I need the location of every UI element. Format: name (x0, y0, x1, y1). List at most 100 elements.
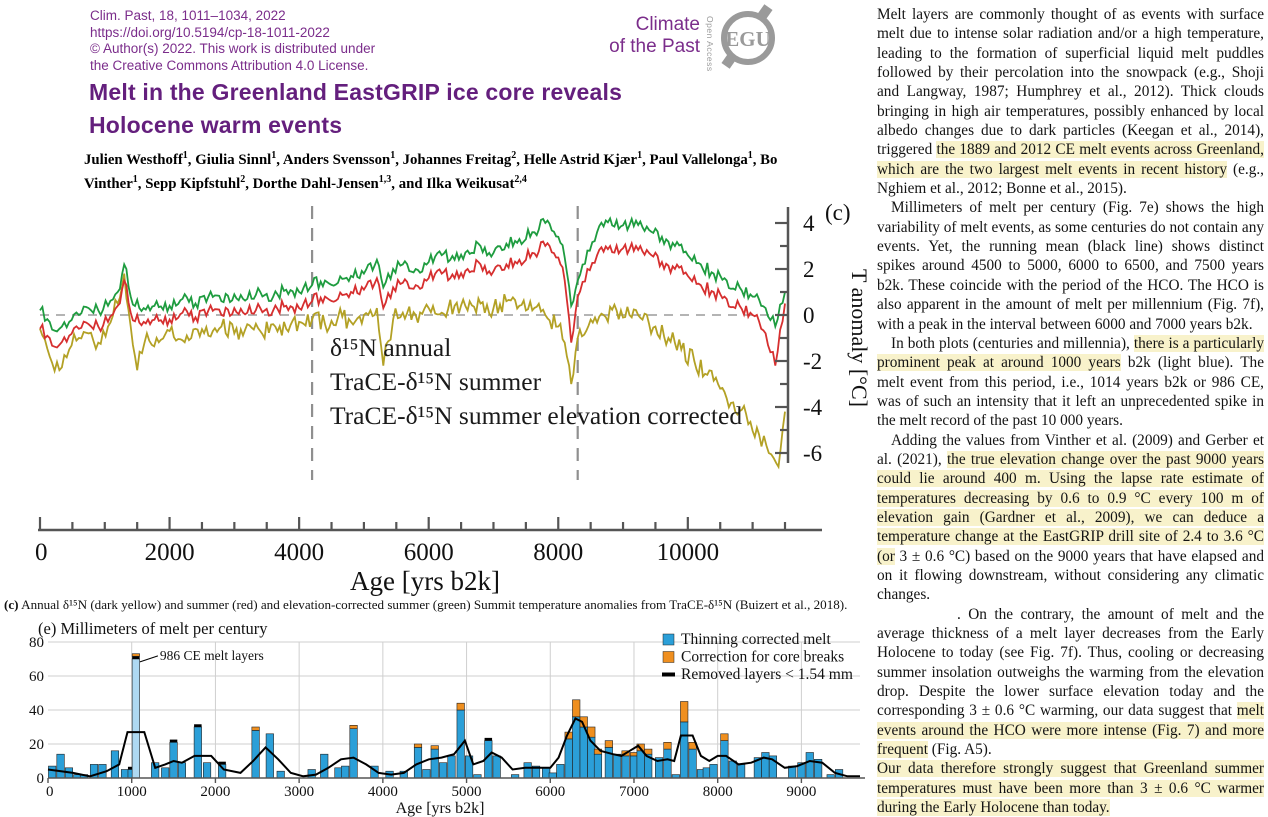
melt-bar-986ce (131, 658, 140, 779)
melt-bar (422, 769, 431, 779)
author: Anders Svensson1 (282, 150, 396, 168)
svg-text:10000: 10000 (657, 539, 720, 566)
author: Helle Astrid Kjær1 (523, 150, 643, 168)
melt-bar (709, 764, 718, 779)
svg-text:4: 4 (803, 211, 815, 236)
legend-entry: TraCE-δ¹⁵N summer (330, 367, 542, 396)
running-mean-line (47, 717, 860, 778)
melt-bar (523, 762, 532, 779)
melt-bar (265, 733, 274, 779)
author: Bo Vinther1 (84, 151, 778, 193)
melt-bar (636, 750, 645, 779)
melt-bar (161, 767, 170, 779)
svg-text:2: 2 (803, 257, 815, 282)
svg-text:1000: 1000 (117, 784, 147, 800)
legend-entry: Correction for core breaks (681, 649, 844, 666)
text-segment: Millimeters of melt per century (Fig. 7e… (877, 199, 1264, 333)
paragraph: Adding the values from Vinther et al. (2… (877, 431, 1264, 605)
caption-text: Annual δ¹⁵N (dark yellow) and summer (re… (21, 597, 848, 612)
melt-bar (439, 762, 448, 779)
svg-text:2000: 2000 (200, 784, 230, 800)
melt-bar (307, 769, 316, 779)
svg-text:-2: -2 (803, 349, 822, 374)
core-break-segment (663, 742, 672, 750)
paragraph: Our data therefore strongly suggest that… (877, 759, 1264, 817)
license-line-2: the Creative Commons Attribution 4.0 Lic… (90, 57, 369, 73)
melt-bar (572, 716, 581, 779)
melt-bar (542, 767, 551, 779)
text-segment: Melt layers are commonly thought of as e… (877, 6, 1264, 159)
melt-bar (276, 770, 285, 779)
melt-bar (593, 753, 603, 779)
melt-bar (621, 755, 630, 779)
svg-text:80: 80 (29, 635, 44, 651)
author: Giulia Sinnl1 (195, 150, 277, 168)
text-segment: 3 ± 0.6 °C) based on the 9000 years that… (877, 547, 1264, 604)
svg-text:60: 60 (29, 669, 44, 685)
author: and Ilka Weikusat2,4 (398, 174, 527, 193)
chart-title: (e) Millimeters of melt per century (38, 620, 268, 638)
temperature-anomaly-chart: 4 2 0 -2 -4 -6 (c) T anomaly [°C] 0 2000 4000 6000 8… (35, 200, 870, 596)
svg-text:5000: 5000 (452, 784, 482, 800)
melt-bar (702, 767, 711, 779)
melt-bar (48, 765, 57, 779)
melt-bar (688, 748, 697, 779)
x-axis-label: Age [yrs b2k] (350, 566, 500, 596)
text-segment: (e.g., Nghiem et al., 2012; Bonne et al.… (877, 160, 1264, 198)
journal-logo-text: Climate of the Past (560, 14, 700, 58)
core-break-segment (680, 701, 689, 723)
melt-bar (579, 726, 588, 779)
core-break-segment (720, 733, 729, 741)
core-break-segment (572, 699, 581, 718)
body-text-column: Melt layers are commonly thought of as e… (877, 5, 1264, 817)
melt-bar (663, 748, 672, 779)
author: Dorthe Dahl-Jensen1,3 (252, 174, 392, 193)
paragraph: . On the contrary, the amount of melt an… (877, 605, 1264, 760)
svg-text:0: 0 (46, 784, 54, 800)
svg-text:2000: 2000 (145, 539, 195, 566)
x-axis-label: Age [yrs b2k] (396, 800, 485, 817)
svg-text:40: 40 (29, 703, 44, 719)
y-axis-label: T anomaly [°C] (847, 269, 870, 407)
legend-swatch (662, 651, 675, 663)
author-list: Julien Westhoff1, Giulia Sinnl1, Anders … (84, 150, 778, 193)
title-line-1: Melt in the Greenland EastGRIP ice core … (89, 79, 623, 105)
core-break-segment (349, 725, 358, 730)
author: Johannes Freitag2 (402, 150, 517, 168)
core-break-segment (131, 653, 140, 657)
legend-entry: Thinning corrected melt (681, 631, 831, 648)
melt-bar (120, 769, 130, 779)
author: Paul Vallelonga1 (649, 150, 753, 168)
melt-bar (320, 753, 329, 779)
melt-bar (430, 748, 439, 779)
brand-line-1: Climate (635, 14, 700, 35)
series-line-green (39, 215, 786, 333)
brand-line-2: of the Past (609, 36, 700, 57)
svg-text:6000: 6000 (535, 784, 565, 800)
series-line-red (39, 240, 786, 366)
svg-text:8000: 8000 (703, 784, 733, 800)
license-line-1: © Author(s) 2022. This work is distribut… (90, 41, 376, 56)
title-line-2: Holocene warm events (89, 112, 343, 138)
legend-swatch (662, 633, 675, 646)
svg-text:8000: 8000 (533, 539, 583, 566)
legend-entry: δ¹⁵N annual (330, 333, 451, 362)
svg-text:6000: 6000 (404, 539, 454, 566)
melt-bar (728, 760, 737, 779)
core-break-segment (251, 726, 260, 731)
text-segment: (Fig. A5). (927, 741, 992, 759)
melt-bar (203, 762, 212, 779)
svg-text:3000: 3000 (284, 784, 314, 800)
melt-bar (341, 765, 350, 779)
melt-bar (193, 726, 202, 779)
annotation-text: 986 CE melt layers (160, 648, 264, 663)
journal-info: Clim. Past, 18, 1011–1034, 2022 https://… (90, 8, 375, 74)
doi-link[interactable]: https://doi.org/10.5194/cp-18-1011-2022 (90, 24, 330, 40)
melt-bar (349, 728, 358, 779)
paragraph: Millimeters of melt per century (Fig. 7e… (877, 198, 1264, 333)
text-segment: In both plots (centuries and millennia), (891, 334, 1134, 352)
series-line-annual (39, 273, 786, 470)
core-break-segment (413, 743, 423, 748)
svg-text:4000: 4000 (368, 784, 398, 800)
annotation-pointer (139, 655, 159, 663)
